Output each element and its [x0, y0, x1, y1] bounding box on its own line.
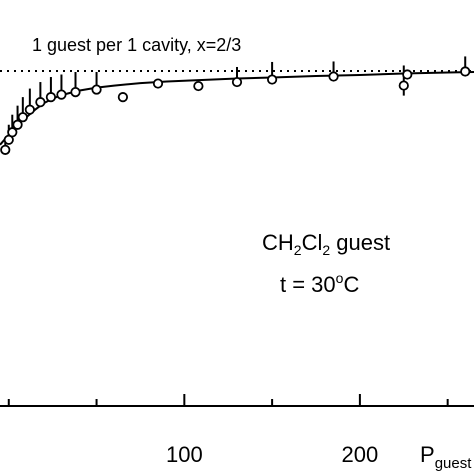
x-axis-label: Pguest	[420, 442, 472, 472]
temperature-degree: o	[336, 270, 344, 286]
data-point	[117, 92, 128, 103]
guest-annotation-sub2: 2	[322, 242, 330, 258]
data-point	[12, 119, 23, 130]
temperature-unit: C	[343, 272, 359, 297]
data-point	[231, 76, 243, 88]
guest-annotation-mid: Cl	[302, 230, 323, 255]
x-ticks: 100 200	[7, 394, 449, 467]
temperature-prefix: t = 30	[280, 272, 336, 297]
data-point	[0, 144, 11, 155]
x-axis-label-main: P	[420, 442, 435, 467]
data-point	[56, 89, 67, 100]
data-point	[45, 92, 57, 103]
x-axis-label-sub: guest	[435, 455, 473, 472]
x-tick-label: 100	[166, 442, 203, 467]
data-point	[17, 112, 28, 123]
data-point	[460, 66, 471, 77]
reference-line-label: 1 guest per 1 cavity, x=2/3	[32, 35, 241, 55]
data-point	[152, 78, 164, 89]
data-point	[35, 97, 46, 108]
data-point	[267, 74, 278, 85]
data-points	[0, 56, 471, 155]
guest-annotation-prefix: CH	[262, 230, 294, 255]
data-point	[328, 71, 339, 82]
data-point	[91, 84, 102, 95]
guest-annotation-sub1: 2	[294, 242, 302, 258]
x-tick-label: 200	[342, 442, 379, 467]
plot-area: 100 200	[0, 56, 474, 467]
data-point	[70, 86, 81, 98]
data-point	[402, 69, 413, 80]
guest-annotation-suffix: guest	[330, 230, 390, 255]
temperature-annotation: t = 30oC	[280, 270, 359, 297]
data-point	[24, 104, 35, 115]
data-point	[7, 127, 18, 138]
data-point	[398, 80, 409, 91]
guest-annotation: CH2Cl2 guest	[262, 230, 390, 258]
data-point	[193, 80, 204, 92]
